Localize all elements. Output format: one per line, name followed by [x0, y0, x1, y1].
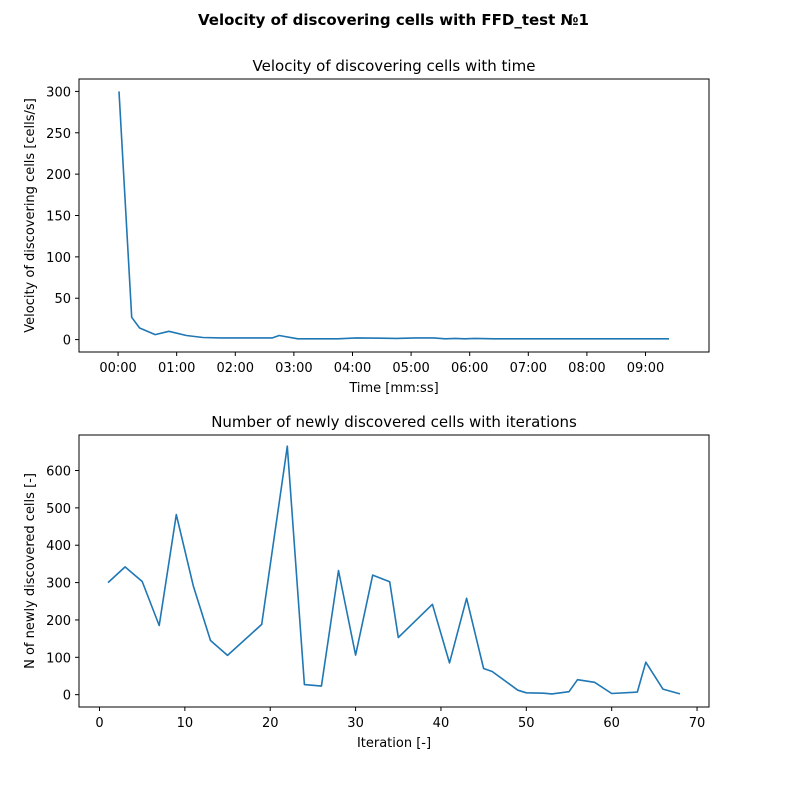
- chart-1-xtick-label: 02:00: [217, 361, 254, 376]
- figure-title: Velocity of discovering cells with FFD_t…: [198, 11, 589, 29]
- chart-2-xtick-label: 50: [518, 716, 535, 731]
- chart-1-xtick-label: 00:00: [99, 361, 136, 376]
- chart-1-xtick-label: 01:00: [158, 361, 195, 376]
- chart-1-xtick-label: 07:00: [510, 361, 547, 376]
- chart-1-ytick-label: 150: [46, 210, 71, 225]
- chart-2-xtick-label: 0: [95, 716, 103, 731]
- chart-1-ytick-label: 200: [46, 168, 71, 183]
- chart-2-axes-frame: [78, 434, 710, 708]
- chart-2-ytick-label: 400: [46, 539, 71, 554]
- chart-1-xtick-label: 06:00: [451, 361, 488, 376]
- chart-1-xlabel: Time [mm:ss]: [348, 381, 438, 396]
- chart-1-xtick-label: 05:00: [392, 361, 429, 376]
- chart-2-series-line: [107, 445, 681, 695]
- chart-2-xtick-label: 60: [603, 716, 620, 731]
- chart-2-title: Number of newly discovered cells with it…: [211, 413, 577, 431]
- chart-2-xtick-label: 20: [262, 716, 279, 731]
- chart-1-series-line: [118, 91, 669, 340]
- chart-1-ytick-label: 300: [46, 85, 71, 100]
- chart-2-ylabel: N of newly discovered cells [-]: [23, 473, 38, 669]
- chart-2-ytick-label: 600: [46, 464, 71, 479]
- chart-1-xtick-label: 09:00: [627, 361, 664, 376]
- chart-2-xtick-label: 30: [347, 716, 364, 731]
- chart-2-xtick-label: 40: [433, 716, 450, 731]
- chart-2-ytick-label: 200: [46, 614, 71, 629]
- chart-2-ytick-label: 0: [63, 689, 71, 704]
- chart-2-ytick-label: 300: [46, 577, 71, 592]
- chart-1-ytick-label: 0: [63, 334, 71, 349]
- chart-2-ytick-label: 500: [46, 502, 71, 517]
- chart-2-xtick-label: 70: [689, 716, 706, 731]
- chart-2-xlabel: Iteration [-]: [357, 736, 431, 751]
- chart-1-xtick-label: 08:00: [568, 361, 605, 376]
- chart-2-xtick-label: 10: [177, 716, 194, 731]
- chart-1-ytick-label: 100: [46, 251, 71, 266]
- chart-1-xtick-label: 04:00: [334, 361, 371, 376]
- chart-1-ytick-label: 50: [54, 292, 71, 307]
- chart-1-ytick-label: 250: [46, 127, 71, 142]
- chart-1-xtick-label: 03:00: [275, 361, 312, 376]
- chart-2-ytick-label: 100: [46, 651, 71, 666]
- chart-1-ylabel: Velocity of discovering cells [cells/s]: [23, 98, 38, 333]
- chart-1-title: Velocity of discovering cells with time: [253, 57, 536, 75]
- chart-1-axes-frame: [78, 78, 710, 353]
